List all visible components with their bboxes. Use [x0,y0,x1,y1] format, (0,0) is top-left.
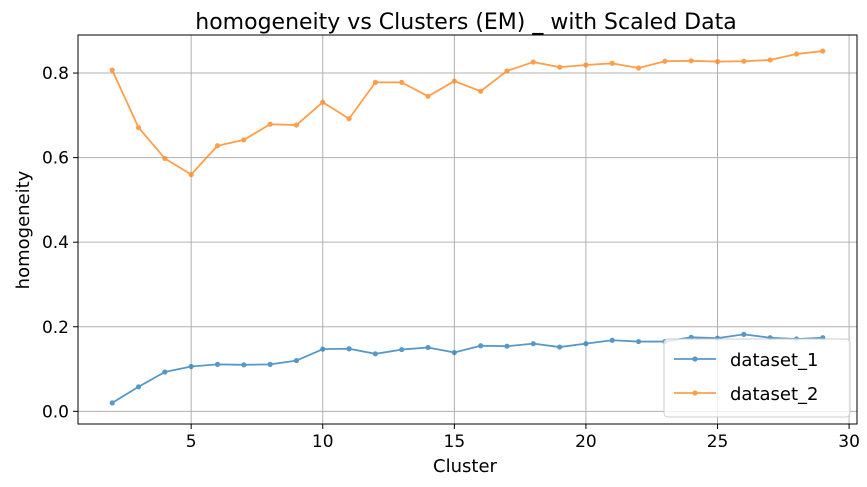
data-point [109,67,115,73]
data-point [425,344,431,351]
data-point [214,361,221,367]
data-point [451,78,457,84]
data-point [583,62,589,68]
data-point [372,351,378,357]
data-point [162,369,168,375]
series-dataset_1 [109,331,826,406]
legend: dataset_1 dataset_2 [663,338,851,418]
x-tick-label: 5 [186,432,197,452]
series-line [111,333,823,404]
series-dataset_2 [109,48,826,178]
data-point [399,346,405,353]
legend-swatch-marker [692,390,698,396]
data-point [504,68,510,74]
data-point [399,79,405,85]
data-point [478,88,484,94]
y-tick-label: 0.4 [42,233,69,253]
data-point [162,155,168,162]
data-point [346,116,352,122]
data-point [320,99,326,105]
data-point [530,59,536,65]
chart-title: homogeneity vs Clusters (EM) _ with Scal… [195,10,736,35]
data-point [741,331,747,337]
data-point [135,124,142,131]
data-point [188,171,194,178]
x-tick-label: 10 [312,432,334,452]
data-point [688,58,694,64]
data-point [214,143,221,149]
plot-frame [77,34,858,425]
data-point [662,58,668,64]
data-point [714,59,721,65]
data-point [346,346,352,352]
data-point [635,65,642,71]
data-point [478,343,484,349]
x-tick-label: 25 [707,432,729,452]
data-point [241,362,247,368]
data-point [557,344,563,350]
y-tick-label: 0.2 [42,318,69,338]
data-point [372,79,378,85]
data-point [635,338,642,345]
data-point [793,51,800,57]
data-point [293,357,300,364]
legend-swatch-marker [692,356,698,362]
legend-entry [674,390,716,396]
series-line [111,50,823,176]
data-point [583,341,589,347]
data-point [109,400,115,406]
data-point [241,137,247,143]
grid [78,35,857,424]
data-point [135,384,142,390]
data-point [267,361,273,367]
y-tick-label: 0.8 [42,64,69,84]
legend-label: dataset_2 [730,384,819,405]
data-point [609,337,615,343]
data-point [425,93,431,99]
x-axis-label: Cluster [433,456,497,477]
x-tick-label: 20 [575,432,597,452]
series-layer [109,48,826,406]
data-point [504,343,510,349]
data-point [609,60,615,66]
data-point [741,58,747,64]
data-point [320,346,326,352]
x-tick-label: 15 [444,432,466,452]
y-tick-label: 0.6 [42,149,69,169]
data-point [820,48,826,54]
legend-entry [674,356,716,362]
data-point [293,122,300,128]
data-point [188,363,194,370]
data-point [451,349,457,356]
data-point [530,341,536,347]
y-axis-label: homogeneity [13,170,34,289]
data-point [557,64,563,70]
legend-label: dataset_1 [730,350,819,371]
y-tick-label: 0.0 [42,402,69,422]
data-point [767,57,773,63]
data-point [267,121,273,127]
x-tick-label: 30 [838,432,860,452]
ticks: 5 10 15 20 25 30 0.0 0.2 0.4 0.6 0.8 [42,64,860,452]
